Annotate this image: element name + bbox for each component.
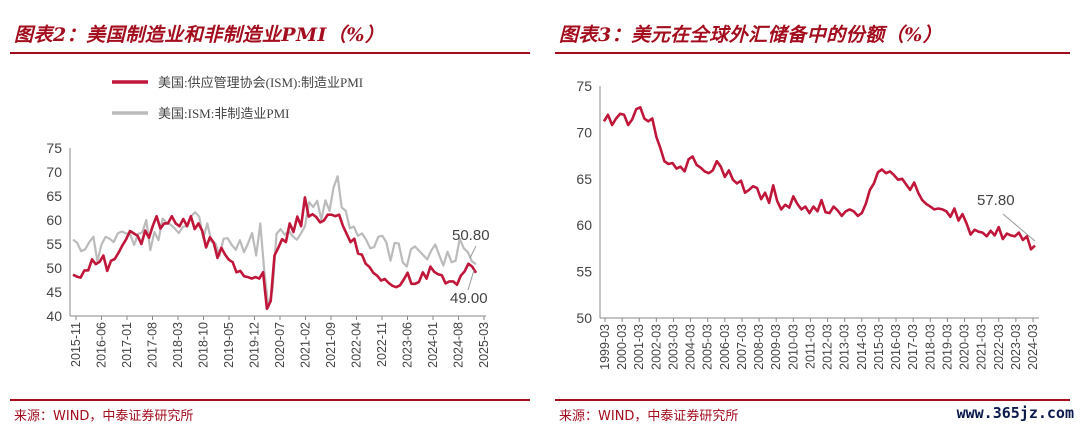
- x-tick-label: 2020-03: [958, 324, 972, 370]
- x-tick-label: 2018-03: [171, 322, 185, 368]
- chart-title: 图表2：美国制造业和非制造业PMI（%）: [14, 24, 385, 46]
- x-tick-label: 2014-03: [855, 324, 869, 370]
- x-tick-label: 2006-03: [718, 324, 732, 370]
- x-tick-label: 2023-06: [401, 322, 415, 368]
- x-tick-label: 2017-08: [146, 322, 160, 368]
- y-tick-label: 50: [576, 310, 592, 326]
- x-tick-label: 2016-03: [889, 324, 903, 370]
- title-rule: [10, 52, 530, 54]
- chart-title: 图表3：美元在全球外汇储备中的份额（%）: [559, 24, 943, 46]
- annotation-leader: [469, 245, 477, 259]
- legend-label-manufacturing: 美国:供应管理协会(ISM):制造业PMI: [158, 75, 363, 90]
- y-tick-label: 75: [46, 140, 62, 156]
- x-tick-label: 2021-03: [975, 324, 989, 370]
- x-tick-label: 1999-03: [598, 324, 612, 370]
- pmi-chart: 40 45 50 55 60 65 70 75 2015-11 2016-06 2017-01 201…: [46, 75, 491, 368]
- x-tick-label: 2017-01: [120, 322, 134, 368]
- annotation-mfg-last: 49.00: [450, 290, 488, 307]
- annotation-nonmfg-last: 50.80: [452, 227, 490, 244]
- x-tick-label: 2008-03: [752, 324, 766, 370]
- x-tick-label: 2019-05: [222, 322, 236, 368]
- y-tick-label: 75: [576, 78, 592, 94]
- source-rule: [555, 399, 1070, 401]
- usd-share-chart: 50 55 60 65 70 75 1999-03 2000-03 2001-03 2002-03…: [576, 78, 1040, 370]
- x-tick-label: 2012-03: [821, 324, 835, 370]
- x-tick-label: 2024-03: [1026, 324, 1040, 370]
- y-tick-label: 55: [576, 264, 592, 280]
- x-tick-label: 2019-03: [940, 324, 954, 370]
- source-note: 来源：WIND，中泰证券研究所: [14, 409, 194, 424]
- y-tick-label: 45: [46, 284, 62, 300]
- x-tick-label: 2011-03: [803, 324, 817, 369]
- y-tick-label: 40: [46, 308, 62, 324]
- series-line-1: [602, 106, 1036, 251]
- x-tick-label: 2021-02: [299, 322, 313, 368]
- x-tick-label: 2022-04: [350, 322, 364, 368]
- x-tick-label: 2022-11: [375, 322, 389, 367]
- y-tick-label: 50: [46, 260, 62, 276]
- y-tick-label: 60: [576, 217, 592, 233]
- title-rule: [555, 52, 1070, 54]
- x-tick-label: 2007-03: [735, 324, 749, 370]
- annotation-leader: [1002, 213, 1036, 242]
- x-tick-label: 2018-10: [197, 322, 211, 368]
- x-tick-label: 2024-01: [426, 322, 440, 368]
- x-tick-label: 2001-03: [632, 324, 646, 370]
- x-tick-label: 2004-03: [684, 324, 698, 370]
- x-tick-label: 2003-03: [666, 324, 680, 370]
- series-line-1: [72, 196, 478, 311]
- x-tick-label: 2016-06: [95, 322, 109, 368]
- x-tick-label: 2022-03: [992, 324, 1006, 370]
- x-tick-label: 2015-11: [69, 322, 83, 367]
- y-tick-label: 65: [46, 188, 62, 204]
- source-note: 来源：WIND，中泰证券研究所: [559, 409, 739, 424]
- x-tick-label: 2005-03: [701, 324, 715, 370]
- x-tick-label: 2000-03: [615, 324, 629, 370]
- annotation-usd-last: 57.80: [977, 192, 1015, 209]
- y-tick-label: 70: [46, 164, 62, 180]
- x-tick-label: 2015-03: [872, 324, 886, 370]
- x-tick-label: 2025-03: [477, 322, 491, 368]
- legend-label-nonmanufacturing: 美国:ISM:非制造业PMI: [158, 106, 289, 121]
- x-tick-label: 2009-03: [769, 324, 783, 370]
- x-tick-label: 2002-03: [649, 324, 663, 370]
- x-tick-label: 2024-08: [452, 322, 466, 368]
- watermark: www.365jz.com: [956, 404, 1074, 422]
- x-tick-label: 2018-03: [923, 324, 937, 370]
- y-tick-label: 60: [46, 212, 62, 228]
- x-tick-label: 2023-03: [1009, 324, 1023, 370]
- y-tick-label: 70: [576, 124, 592, 140]
- y-tick-label: 55: [46, 236, 62, 252]
- annotation-leader: [467, 269, 475, 291]
- x-tick-label: 2013-03: [838, 324, 852, 370]
- chart-panel-usd-share: 图表3：美元在全球外汇储备中的份额（%） 50 55 60 65 70 75 1999-03…: [545, 0, 1080, 430]
- x-tick-label: 2017-03: [906, 324, 920, 370]
- source-rule: [10, 399, 530, 401]
- chart-panel-pmi: 图表2：美国制造业和非制造业PMI（%） 40 45 50 55 60 65 70 75 201…: [10, 24, 530, 424]
- x-tick-label: 2010-03: [786, 324, 800, 370]
- x-tick-label: 2019-12: [248, 322, 262, 368]
- series-line-2: [72, 175, 477, 309]
- y-tick-label: 65: [576, 171, 592, 187]
- x-tick-label: 2020-07: [273, 322, 287, 368]
- x-tick-label: 2021-09: [324, 322, 338, 368]
